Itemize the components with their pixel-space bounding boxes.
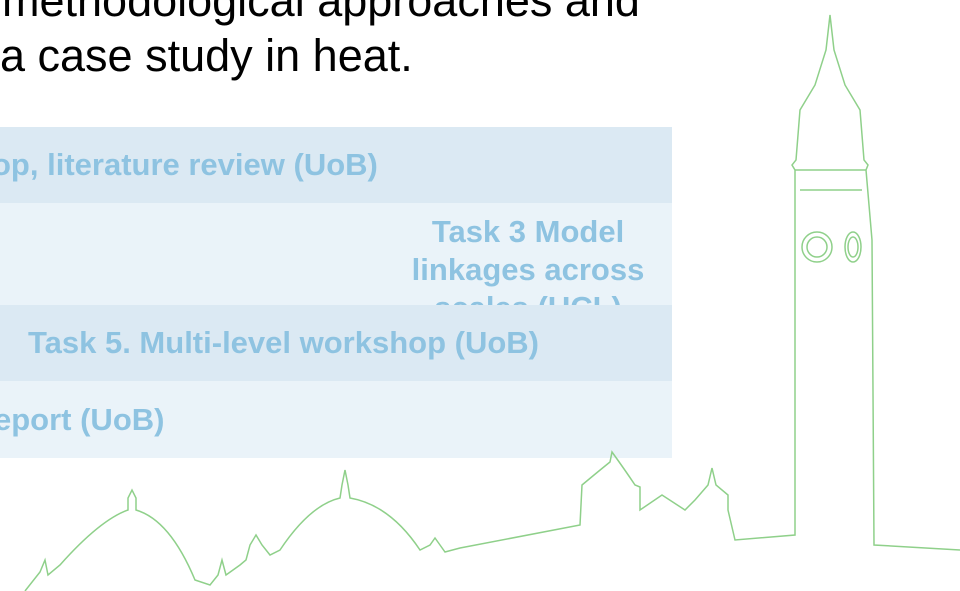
slide: methodological approaches and a case stu… xyxy=(0,0,960,591)
page: {"heading": {"lines": ["methodological a… xyxy=(0,0,960,591)
skyline-drawing xyxy=(0,0,960,591)
